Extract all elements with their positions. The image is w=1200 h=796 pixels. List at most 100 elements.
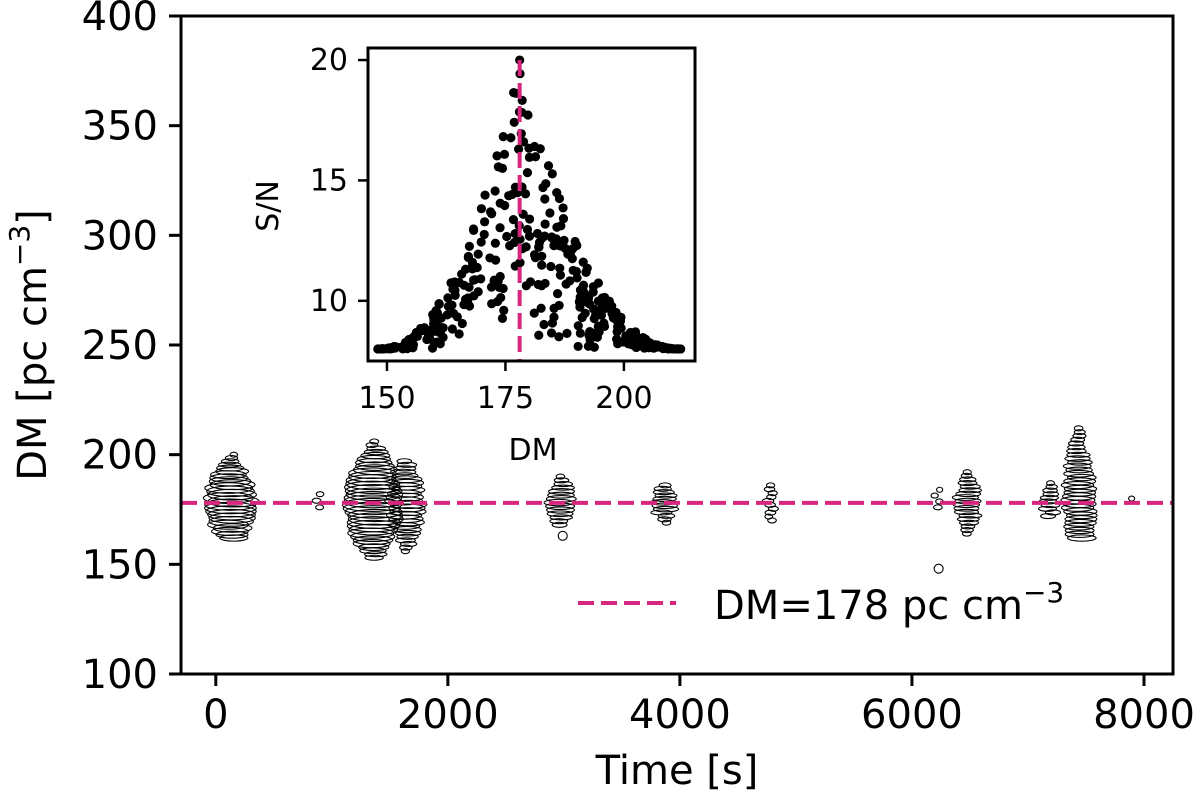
inset-point	[599, 321, 610, 331]
candidate-marker	[551, 484, 575, 491]
inset-point	[495, 223, 505, 233]
candidate-marker	[953, 505, 980, 512]
inset-point	[616, 323, 626, 333]
main-y-axis-label: DM [pc cm−3]	[3, 209, 56, 481]
candidate-marker	[1067, 440, 1085, 447]
inset-point	[464, 301, 475, 311]
candidate-marker	[1063, 477, 1097, 486]
inset-point	[454, 329, 464, 339]
inset-point	[509, 117, 519, 127]
candidate-marker	[546, 510, 574, 518]
inset-point	[580, 308, 590, 318]
inset-point	[492, 151, 502, 161]
inset-x-ticks: 150 175 200	[358, 361, 653, 416]
inset-point	[589, 342, 599, 352]
inset-point	[506, 133, 516, 143]
candidate-marker	[209, 479, 256, 491]
candidate-marker	[385, 510, 423, 520]
inset-point	[507, 189, 517, 200]
candidate-marker	[763, 486, 776, 493]
candidate-marker	[393, 465, 417, 472]
inset-point	[502, 231, 512, 242]
inset-point	[585, 326, 595, 337]
candidate-marker	[1065, 511, 1098, 520]
inset-point	[555, 263, 565, 273]
inset-point	[549, 303, 559, 313]
inset-point	[674, 344, 684, 354]
candidate-marker	[1063, 469, 1095, 478]
inset-point	[582, 263, 592, 273]
inset-axes-frame	[366, 46, 697, 363]
candidate-marker	[352, 535, 394, 546]
inset-point	[561, 279, 571, 289]
inset-point	[438, 332, 448, 342]
candidate-marker	[548, 488, 576, 495]
inset-point	[565, 249, 575, 259]
isolated-candidate-marker	[557, 530, 568, 541]
inset-point	[489, 275, 499, 285]
candidate-marker	[1042, 491, 1060, 498]
inset-point	[452, 312, 462, 322]
inset-point	[525, 214, 535, 224]
candidate-marker	[1060, 480, 1095, 490]
inset-point	[536, 303, 546, 313]
inset-x-tick-label: 200	[595, 381, 652, 416]
inset-y-ticks: 10 15 20	[310, 43, 368, 319]
inset-point	[612, 334, 622, 344]
inset-point	[582, 297, 592, 307]
candidate-marker	[1073, 429, 1086, 436]
inset-point	[467, 264, 478, 274]
candidate-marker	[365, 441, 379, 449]
inset-point	[630, 332, 641, 343]
inset-point	[443, 301, 453, 311]
isolated-candidate-marker	[933, 563, 944, 574]
candidate-marker	[658, 482, 672, 489]
candidate-marker	[390, 478, 425, 487]
inset-point	[447, 324, 457, 334]
inset-point	[490, 238, 500, 248]
candidate-marker	[961, 530, 972, 537]
candidate-marker	[1067, 444, 1086, 451]
candidate-marker	[957, 480, 978, 487]
candidate-marker	[549, 518, 569, 525]
candidate-marker	[366, 445, 387, 452]
candidate-marker	[346, 519, 400, 533]
inset-point	[497, 163, 508, 173]
candidate-marker	[1044, 509, 1062, 516]
candidate-marker	[960, 472, 973, 479]
candidate-marker	[208, 512, 256, 524]
candidate-marker	[933, 504, 943, 511]
inset-point	[575, 328, 585, 338]
inset-point	[505, 241, 515, 251]
candidate-marker	[390, 475, 423, 484]
candidate-marker	[1062, 462, 1092, 470]
inset-point	[562, 328, 572, 339]
inset-point	[588, 287, 598, 297]
candidate-marker	[384, 496, 423, 506]
candidate-marker	[396, 461, 418, 468]
candidate-marker	[1063, 522, 1095, 531]
x-tick-label: 2000	[397, 692, 499, 738]
inset-point	[589, 314, 599, 324]
inset-point	[428, 319, 439, 329]
inset-point	[554, 332, 564, 342]
candidate-marker	[229, 451, 239, 458]
candidate-marker	[1064, 526, 1095, 535]
candidate-marker	[549, 514, 573, 521]
candidate-marker	[369, 438, 380, 445]
candidate-marker	[959, 476, 977, 483]
candidate-marker	[1064, 455, 1091, 462]
inset-point	[539, 319, 549, 330]
candidate-marker	[352, 539, 391, 549]
inset-point	[546, 328, 557, 338]
inset-x-tick-label: 150	[358, 381, 415, 416]
inset-point	[495, 198, 505, 208]
candidate-marker	[224, 454, 239, 462]
candidate-marker	[1128, 495, 1136, 502]
y-tick-label: 250	[82, 323, 158, 369]
main-x-ticks: 0 2000 4000 6000 8000	[203, 674, 1195, 738]
y-tick-label: 400	[82, 0, 158, 40]
inset-point	[443, 293, 453, 303]
inset-point	[573, 321, 583, 331]
